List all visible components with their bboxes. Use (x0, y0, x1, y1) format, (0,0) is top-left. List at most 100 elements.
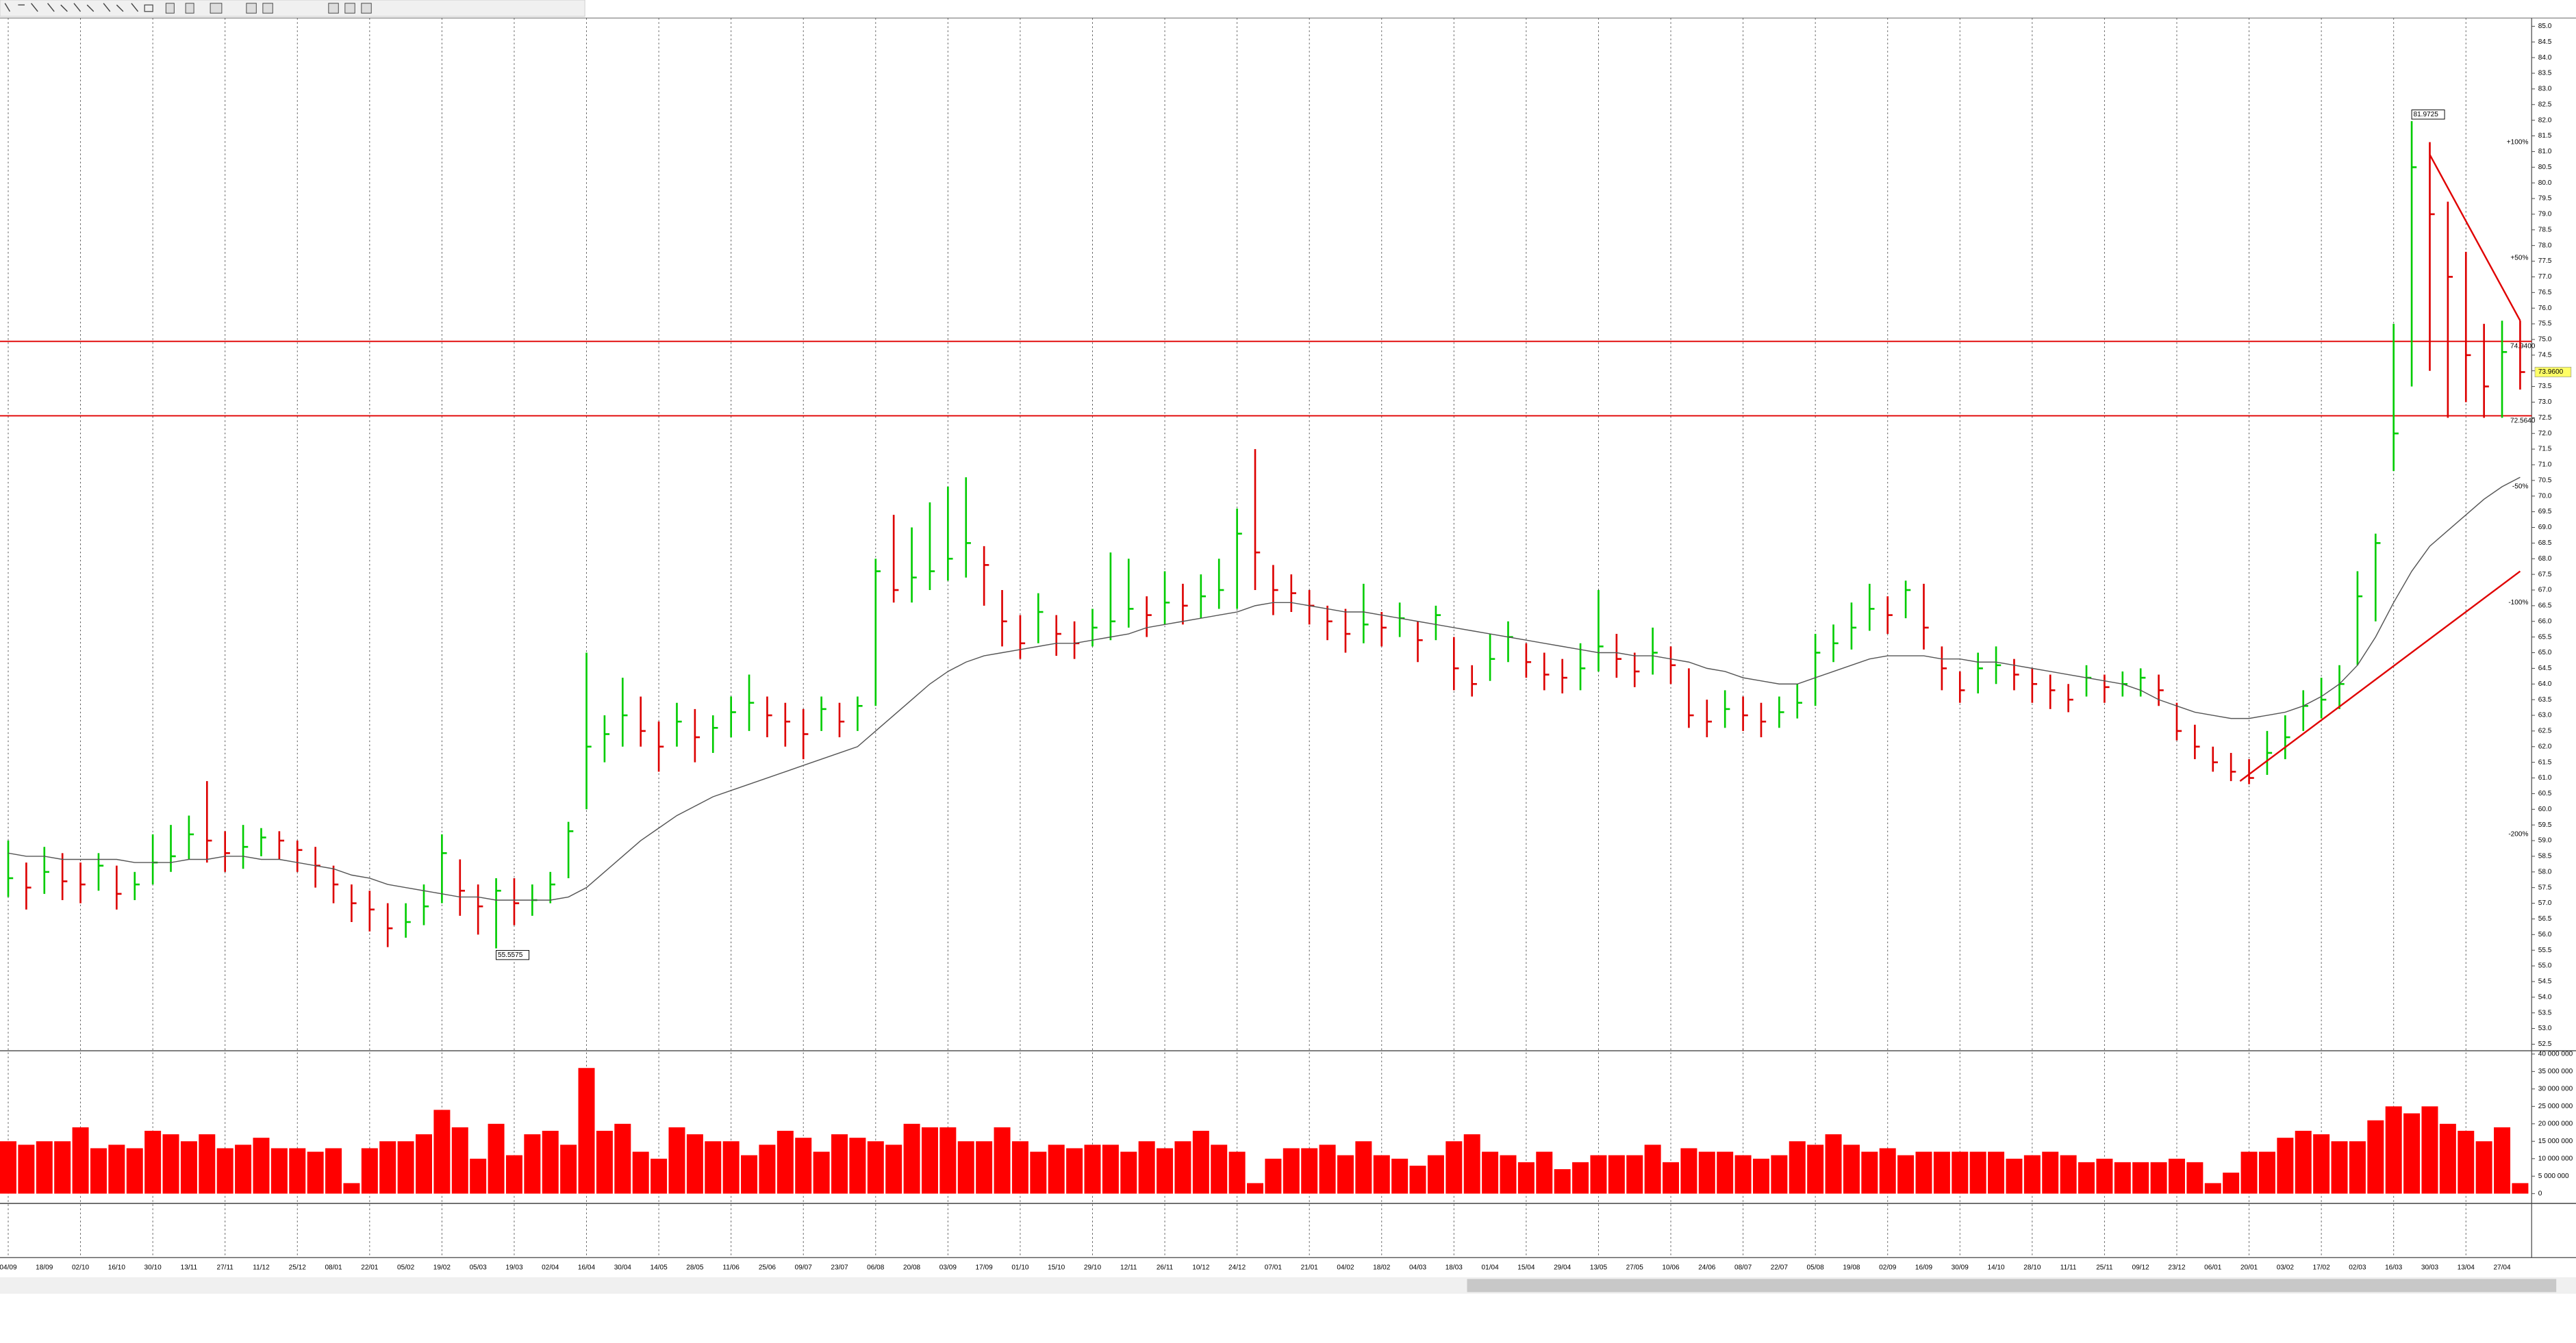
extreme-box (496, 949, 530, 960)
volume-bar (1644, 1144, 1661, 1194)
x-tick-label: 02/03 (2349, 1264, 2366, 1271)
volume-bar (108, 1144, 125, 1194)
tool-g[interactable] (344, 3, 355, 14)
volume-bar (2240, 1151, 2258, 1194)
volume-bar (2042, 1151, 2059, 1194)
y-tick-label: 73.0 (2538, 398, 2552, 406)
volume-bar (705, 1141, 722, 1194)
extreme-box (2411, 110, 2445, 120)
volume-bar (2277, 1138, 2294, 1194)
x-tick-label: 03/09 (939, 1264, 957, 1271)
x-tick-label: 18/02 (1373, 1264, 1391, 1271)
x-tick-label: 11/11 (2060, 1264, 2077, 1271)
volume-bar (651, 1158, 668, 1194)
volume-bar (686, 1134, 703, 1194)
volume-bar (2512, 1183, 2529, 1194)
y-tick-label: 56.5 (2538, 915, 2552, 923)
volume-bar (1445, 1141, 1463, 1194)
tool-b[interactable] (185, 3, 194, 14)
volume-bar (126, 1148, 143, 1194)
volume-bar (1807, 1144, 1824, 1194)
y-tick-label: 59.5 (2538, 821, 2552, 829)
y-tick-label: 60.0 (2538, 806, 2552, 813)
volume-bar (2023, 1155, 2041, 1194)
x-tick-label: 11/12 (253, 1264, 270, 1271)
x-tick-label: 10/12 (1192, 1264, 1210, 1271)
volume-bar (2096, 1158, 2113, 1194)
volume-bar (722, 1141, 740, 1194)
volume-bar (632, 1151, 649, 1194)
x-tick-label: 22/07 (1771, 1264, 1789, 1271)
tool-c[interactable] (210, 3, 223, 14)
toolbar (0, 0, 585, 17)
y-tick-label: 64.5 (2538, 665, 2552, 672)
volume-bar (307, 1151, 324, 1194)
volume-bar (1752, 1158, 1769, 1194)
y-tick-label: 63.5 (2538, 696, 2552, 704)
volume-bar (1789, 1141, 1806, 1194)
tool-e[interactable] (262, 3, 273, 14)
volume-bar (2006, 1158, 2023, 1194)
volume-bar (144, 1130, 162, 1194)
volume-bar (1247, 1183, 1264, 1194)
x-tick-label: 24/06 (1698, 1264, 1716, 1271)
volume-bar (36, 1141, 53, 1194)
volume-bar (560, 1144, 577, 1194)
tool-a[interactable] (165, 3, 175, 14)
x-tick-label: 27/04 (2493, 1264, 2511, 1271)
scrollbar[interactable] (0, 1277, 2576, 1294)
x-tick-label: 13/04 (2458, 1264, 2475, 1271)
x-tick-label: 13/11 (181, 1264, 198, 1271)
volume-bar (2367, 1120, 2384, 1194)
volume-bar (2132, 1162, 2149, 1194)
volume-bar (2349, 1141, 2366, 1194)
y-tick-label: 82.5 (2538, 101, 2552, 108)
y-tick-label: 85.0 (2538, 23, 2552, 30)
x-tick-label: 23/07 (831, 1264, 848, 1271)
toolbar-icons[interactable] (4, 3, 139, 12)
x-tick-label: 16/09 (1915, 1264, 1933, 1271)
x-tick-label: 16/04 (578, 1264, 596, 1271)
y-tick-label: 65.0 (2538, 649, 2552, 656)
volume-bar (668, 1127, 685, 1194)
level-label: -50% (2512, 483, 2529, 491)
y-tick-label: 57.5 (2538, 884, 2552, 891)
y-tick-label: 58.0 (2538, 868, 2552, 875)
volume-bar (976, 1141, 993, 1194)
volume-bar (2313, 1134, 2330, 1194)
tool-f[interactable] (328, 3, 339, 14)
volume-bar (1933, 1151, 1950, 1194)
y-tick-label: 81.0 (2538, 148, 2552, 155)
volume-bar (2060, 1155, 2077, 1194)
volume-bar (1626, 1155, 1643, 1194)
x-tick-label: 27/11 (216, 1264, 233, 1271)
y-tick-label: 78.5 (2538, 226, 2552, 233)
volume-bar (1265, 1158, 1282, 1194)
volume-bar (759, 1144, 776, 1194)
level-label: -200% (2508, 831, 2528, 839)
volume-bar (2168, 1158, 2185, 1194)
tool-rect[interactable] (144, 4, 153, 12)
volume-bar (1192, 1130, 1209, 1194)
x-tick-label: 22/01 (361, 1264, 379, 1271)
y-tick-label: 61.0 (2538, 774, 2552, 782)
volume-tick-label: 20 000 000 (2538, 1120, 2573, 1127)
scroll-thumb[interactable] (1467, 1279, 2557, 1292)
x-tick-label: 30/03 (2421, 1264, 2439, 1271)
tool-h[interactable] (361, 3, 372, 14)
volume-bar (1120, 1151, 1137, 1194)
volume-bar (2331, 1141, 2348, 1194)
volume-bar (1228, 1151, 1246, 1194)
volume-bar (2475, 1141, 2492, 1194)
volume-bar (2385, 1106, 2402, 1194)
volume-bar (1427, 1155, 1444, 1194)
volume-bar (1969, 1151, 1986, 1194)
y-tick-label: 80.5 (2538, 164, 2552, 171)
volume-bar (270, 1148, 288, 1194)
last-price-box (2534, 366, 2572, 378)
tool-d[interactable] (246, 3, 257, 14)
volume-bar (90, 1148, 107, 1194)
y-tick-label: 76.5 (2538, 289, 2552, 296)
